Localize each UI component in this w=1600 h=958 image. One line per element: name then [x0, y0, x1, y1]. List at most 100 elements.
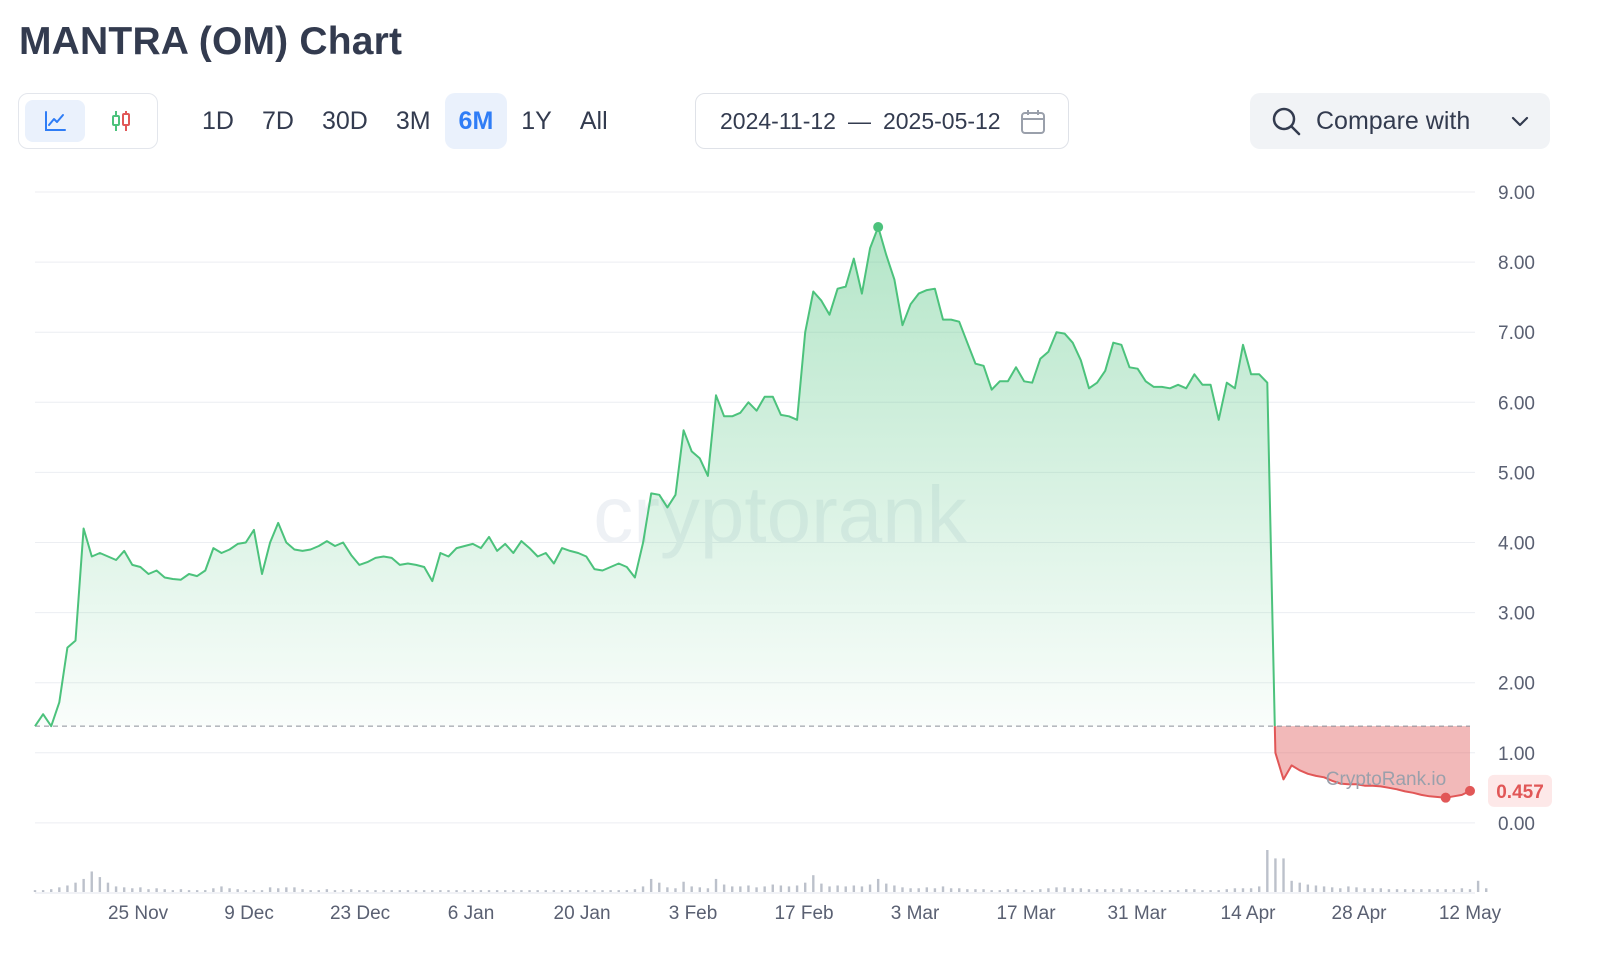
- volume-bar: [820, 883, 823, 892]
- volume-bar: [106, 882, 110, 892]
- x-tick-label: 3 Feb: [669, 903, 718, 924]
- volume-bar: [544, 890, 547, 892]
- volume-bar: [1436, 889, 1439, 892]
- volume-bar: [755, 887, 758, 892]
- volume-bar: [422, 890, 426, 892]
- compare-dropdown[interactable]: Compare with: [1250, 93, 1550, 149]
- volume-bar: [349, 889, 353, 892]
- range-7d[interactable]: 7D: [261, 106, 294, 135]
- volume-bar: [1063, 887, 1066, 892]
- volume-bar: [374, 890, 377, 892]
- volume-bar: [301, 889, 304, 892]
- volume-bar: [763, 886, 766, 892]
- volume-bar: [706, 888, 710, 892]
- volume-bar: [131, 888, 134, 892]
- x-tick-label: 14 Apr: [1221, 903, 1277, 924]
- x-tick-label: 6 Jan: [448, 903, 494, 924]
- candlestick-icon: [112, 111, 130, 131]
- last-price-value: 0.457: [1496, 782, 1544, 803]
- volume-bar: [236, 889, 239, 892]
- volume-bars: [33, 850, 1488, 892]
- volume-bar: [1201, 890, 1204, 892]
- price-line-down: [1273, 726, 1471, 799]
- volume-bar: [1330, 887, 1334, 892]
- volume-bar: [1363, 888, 1366, 892]
- volume-bar: [114, 886, 118, 892]
- volume-bar: [909, 888, 912, 892]
- volume-bar: [228, 888, 231, 892]
- volume-bar: [439, 890, 442, 892]
- volume-bar: [1112, 889, 1115, 892]
- volume-bar: [974, 889, 977, 892]
- volume-bar: [941, 886, 945, 892]
- volume-bar: [1014, 889, 1018, 892]
- volume-bar: [674, 888, 677, 892]
- volume-bar: [1347, 886, 1350, 892]
- volume-bar: [536, 890, 539, 892]
- line-chart-button[interactable]: [25, 100, 85, 142]
- volume-bar: [949, 888, 953, 892]
- volume-bar: [33, 890, 37, 892]
- volume-bar: [1217, 890, 1220, 892]
- volume-bar: [252, 890, 256, 892]
- volume-bar: [414, 890, 418, 892]
- range-1d[interactable]: 1D: [202, 106, 234, 135]
- volume-bar: [690, 886, 693, 892]
- volume-bar: [917, 888, 920, 892]
- range-3m[interactable]: 3M: [395, 106, 431, 135]
- candlestick-chart-button[interactable]: [91, 100, 151, 142]
- volume-bar: [382, 890, 385, 892]
- volume-bar: [576, 890, 580, 892]
- x-tick-label: 28 Apr: [1332, 903, 1388, 924]
- time-range-selector: 1D 7D 30D 3M 6M 1Y All: [188, 93, 622, 149]
- volume-bar: [1266, 850, 1269, 892]
- volume-bar: [593, 890, 596, 892]
- page-title: MANTRA (OM) Chart: [19, 20, 403, 63]
- high-point-marker: [873, 222, 884, 233]
- volume-bar: [1144, 890, 1147, 892]
- volume-bar: [1152, 890, 1156, 892]
- search-icon: [1272, 107, 1301, 136]
- range-6m[interactable]: 6M: [444, 93, 508, 149]
- line-chart-icon: [45, 111, 66, 131]
- range-30d[interactable]: 30D: [321, 106, 368, 135]
- range-1y[interactable]: 1Y: [521, 106, 552, 135]
- volume-bar: [698, 887, 702, 892]
- last-price-badge: [1488, 774, 1552, 807]
- price-chart[interactable]: cryptorank CryptoRank.io 9.008.007.006.0…: [0, 170, 1600, 958]
- volume-bar: [1298, 882, 1301, 892]
- volume-bar: [779, 885, 783, 892]
- volume-bar: [471, 890, 474, 892]
- date-range-picker[interactable]: 2024-11-12 — 2025-05-12: [695, 93, 1069, 149]
- range-all[interactable]: All: [579, 106, 608, 135]
- volume-bar: [714, 878, 718, 892]
- volume-bar: [504, 890, 507, 892]
- volume-bar: [277, 888, 280, 892]
- volume-bar: [641, 886, 645, 892]
- volume-bar: [1128, 889, 1131, 892]
- volume-bar: [958, 888, 961, 892]
- volume-bar: [682, 881, 685, 892]
- volume-bar: [1185, 889, 1188, 892]
- volume-bar: [58, 887, 61, 892]
- volume-bar: [1339, 888, 1342, 892]
- volume-bar: [398, 890, 402, 892]
- volume-bar: [876, 878, 880, 892]
- chevron-down-icon: [1511, 116, 1529, 127]
- y-axis: 9.00 8.00 7.00 6.00 5.00 4.00 3.00 2.00 1.00 0.00: [1498, 183, 1535, 835]
- volume-bar: [1282, 858, 1285, 892]
- x-axis: 25 Nov 9 Dec 23 Dec 6 Jan 20 Jan 3 Feb 17 Feb 3…: [108, 903, 1502, 924]
- volume-bar: [50, 889, 53, 892]
- volume-bar: [795, 885, 799, 892]
- y-tick-label: 9.00: [1498, 183, 1535, 204]
- volume-bar: [139, 887, 142, 892]
- volume-bar: [187, 890, 191, 892]
- volume-bar: [244, 890, 247, 892]
- volume-bar: [649, 878, 653, 892]
- volume-bar: [285, 887, 288, 892]
- volume-bar: [1047, 888, 1050, 892]
- volume-bar: [1039, 889, 1042, 892]
- volume-bar: [1136, 889, 1139, 892]
- volume-bar: [98, 877, 102, 892]
- price-area-below-baseline: [1274, 726, 1470, 798]
